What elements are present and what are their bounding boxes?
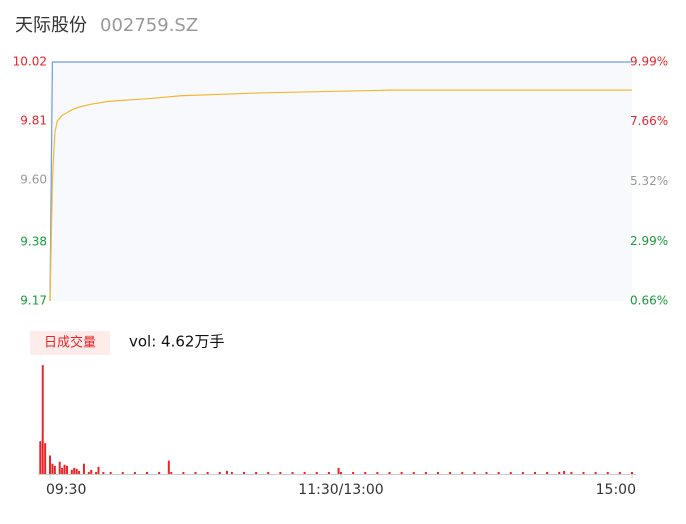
x-tick-label: 15:00 <box>596 482 636 498</box>
volume-bar <box>243 471 245 474</box>
volume-bar <box>167 460 170 474</box>
volume-bar <box>218 471 221 474</box>
volume-annotation: vol: 4.62万手 <box>129 333 224 351</box>
volume-bar <box>58 461 61 474</box>
volume-bar <box>65 465 68 474</box>
y-tick-label: 10.02 <box>13 55 47 69</box>
y2-tick-label: 9.99% <box>630 55 668 69</box>
volume-bar <box>87 471 90 474</box>
y-tick-label: 9.17 <box>20 294 47 308</box>
volume-bar <box>267 471 270 474</box>
stock-name: 天际股份 <box>15 15 87 36</box>
volume-bar <box>255 471 258 474</box>
x-tick-label: 09:30 <box>46 482 86 498</box>
volume-bar <box>170 471 173 474</box>
volume-bar <box>473 471 476 474</box>
y-tick-label: 9.81 <box>20 114 47 128</box>
volume-bar <box>182 471 185 474</box>
volume-bar <box>534 471 536 474</box>
x-tick-label: 11:30/13:00 <box>298 482 383 498</box>
price-line <box>49 61 632 302</box>
volume-bar <box>51 463 54 474</box>
volume-bar <box>44 443 47 474</box>
volume-bar <box>364 471 367 474</box>
volume-bar <box>618 471 621 474</box>
plot-background <box>50 62 632 301</box>
y2-tick-label: 5.32% <box>630 174 668 188</box>
volume-bar <box>424 471 427 474</box>
volume-bar <box>206 471 209 474</box>
volume-bar <box>546 471 549 474</box>
y-tick-label: 9.60 <box>20 173 47 187</box>
volume-bar <box>497 471 500 474</box>
volume-bar <box>230 471 233 474</box>
volume-bar <box>53 465 56 474</box>
volume-bar <box>558 471 561 474</box>
price-line <box>49 89 632 302</box>
volume-bar <box>352 471 355 474</box>
y2-tick-label: 2.99% <box>630 234 668 248</box>
volume-bar <box>449 471 452 474</box>
volume-bar <box>291 471 294 474</box>
volume-bar <box>582 471 585 474</box>
volume-bar <box>606 471 609 474</box>
volume-bar <box>194 471 197 474</box>
volume-bar <box>109 471 112 474</box>
volume-bar <box>39 441 42 474</box>
volume-bar <box>376 471 379 474</box>
stock-code: 002759.SZ <box>100 15 198 36</box>
volume-bar <box>327 471 330 474</box>
volume-bar <box>73 467 76 474</box>
volume-bar <box>82 463 85 474</box>
volume-bar <box>631 471 633 474</box>
volume-bar <box>388 471 391 474</box>
volume-bar <box>63 464 66 474</box>
volume-bar <box>61 467 64 474</box>
volume-bar <box>41 365 44 474</box>
volume-bar <box>563 470 566 474</box>
volume-bar <box>485 471 488 474</box>
volume-bar <box>303 471 306 474</box>
volume-bar <box>75 468 78 474</box>
volume-bar <box>437 471 439 474</box>
volume-bar <box>461 471 464 474</box>
volume-bar <box>90 469 93 474</box>
y-tick-label: 9.38 <box>20 234 47 248</box>
volume-bar <box>279 471 282 474</box>
volume-bar <box>412 471 415 474</box>
volume-bar <box>95 471 98 474</box>
volume-label-box <box>30 331 110 355</box>
volume-bar <box>133 471 136 474</box>
volume-bar <box>337 467 340 474</box>
volume-bar <box>570 471 573 474</box>
volume-bar <box>594 471 597 474</box>
volume-bar <box>146 471 148 474</box>
y2-tick-label: 7.66% <box>630 114 668 128</box>
volume-bar <box>97 466 100 474</box>
y2-tick-label: 0.66% <box>630 294 668 308</box>
volume-bar <box>521 471 524 474</box>
volume-bar <box>49 455 51 474</box>
volume-bar <box>78 470 81 474</box>
volume-bar <box>340 471 342 474</box>
volume-title: 日成交量 <box>44 335 96 351</box>
volume-bar <box>70 469 73 474</box>
volume-bar <box>121 471 124 474</box>
volume-bar <box>400 471 403 474</box>
volume-bar <box>226 470 229 474</box>
volume-bar <box>315 471 318 474</box>
volume-bar <box>158 471 161 474</box>
volume-bar <box>102 471 105 474</box>
volume-bar <box>509 471 512 474</box>
